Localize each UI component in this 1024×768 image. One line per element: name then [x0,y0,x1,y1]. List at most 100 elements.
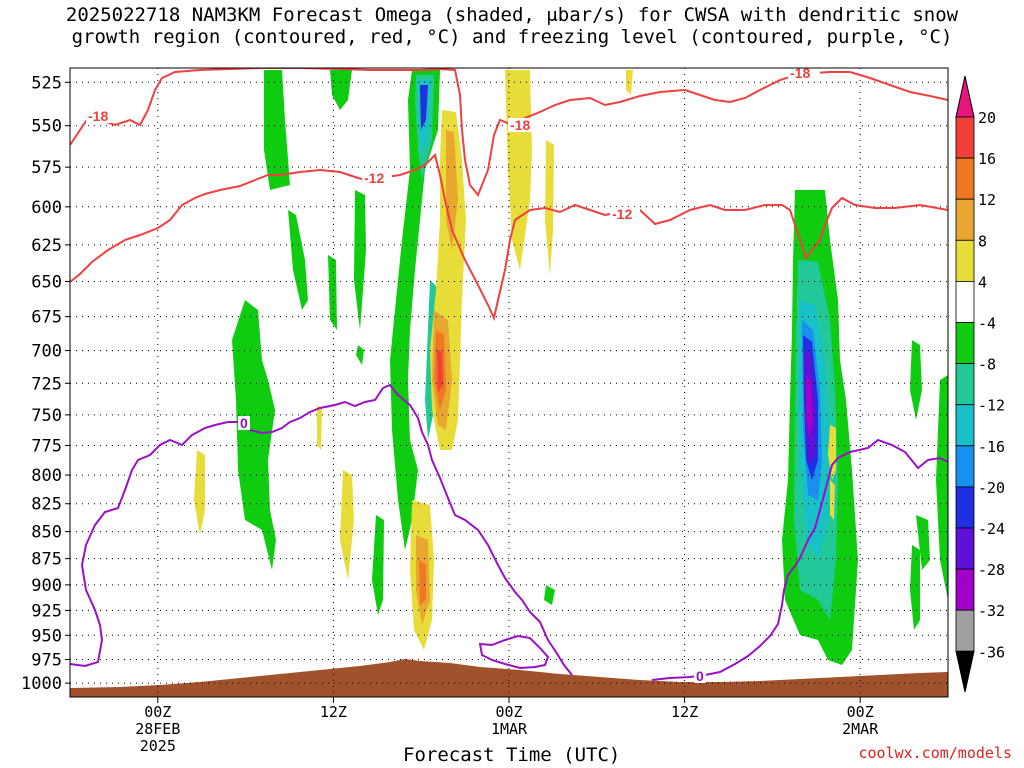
contour-label-purple: 0 [240,415,248,431]
y-tick-label: 825 [31,495,62,515]
contour-label-red: -18 [510,117,530,133]
omega-region-green [232,300,276,570]
x-axis-title: Forecast Time (UTC) [403,744,621,766]
omega-region-yellow [828,425,836,480]
colorbar-label: -4 [978,315,996,333]
colorbar-label: -12 [978,397,1005,415]
y-tick-label: 950 [31,626,62,646]
omega-region-green [372,515,384,615]
x-tick-label: 12Z [320,703,347,721]
omega-region-yellow [340,470,354,580]
omega-region-green [356,345,364,365]
contour-label-red: -18 [88,108,108,124]
colorbar-label: -20 [978,479,1005,497]
colorbar-label: 8 [978,232,987,250]
colorbar-label: -8 [978,356,996,374]
colorbar-segment [955,445,975,488]
y-tick-label: 600 [31,198,62,218]
y-axis: 525 550 575 600 625 650 675 700 725 750 775 800 825 8… [21,73,70,694]
y-tick-label: 750 [31,406,62,426]
colorbar-label: 20 [978,109,996,127]
y-tick-label: 625 [31,236,62,256]
omega-region-green [330,70,352,110]
y-tick-label: 800 [31,466,62,486]
contour-minus-12 [70,153,948,322]
y-tick-label: 575 [31,158,62,178]
watermark: coolwx.com/models [858,744,1012,762]
omega-region-yellow [626,70,633,95]
x-tick-label: 28FEB [135,720,180,738]
contour-label-purple: 0 [696,668,704,684]
omega-shading [194,70,948,665]
omega-region-green [390,70,440,550]
terrain-surface [70,659,948,697]
x-tick-label: 00Z [495,703,522,721]
omega-region-green [264,70,290,190]
colorbar-segment [955,239,975,282]
y-tick-label: 525 [31,73,62,93]
contour-labels: -18 -18 -18 -12 -12 0 0 [86,65,820,684]
omega-region-yellow [317,405,322,450]
omega-region-green [544,585,555,605]
colorbar-segment [955,568,975,611]
colorbar-segment [955,198,975,241]
omega-region-red [419,560,426,605]
omega-region-green [936,375,948,600]
omega-region-green [916,515,930,570]
x-tick-label: 00Z [847,703,874,721]
colorbar-bottom-arrow [955,650,975,693]
chart-title-line-1: 2025022718 NAM3KM Forecast Omega (shaded… [65,4,959,26]
omega-region-blue [420,85,428,130]
y-tick-label: 700 [31,342,62,362]
colorbar-label: 12 [978,191,996,209]
colorbar-label: -24 [978,520,1005,538]
contour-label-red: -12 [364,170,384,186]
colorbar-segment [955,486,975,529]
freezing-level-contour [478,634,550,670]
freezing-level-contour [70,383,573,676]
colorbar-label: 16 [978,150,996,168]
y-tick-label: 675 [31,308,62,328]
contour-label-red: -12 [612,206,632,222]
y-tick-label: 775 [31,436,62,456]
dendritic-growth-contours [70,68,948,322]
omega-region-green [910,545,920,630]
colorbar-segment [955,527,975,570]
y-tick-label: 875 [31,550,62,570]
omega-region-green [354,190,366,330]
colorbar: 20 16 12 8 4 -4 -8 -12 -16 -20 -24 -28 -32 -36 [955,75,1005,693]
contour-minus-18 [70,68,948,197]
x-tick-label: 2MAR [842,720,879,738]
y-tick-label: 900 [31,576,62,596]
y-tick-label: 925 [31,601,62,621]
y-tick-label: 650 [31,272,62,292]
colorbar-segment [955,609,975,652]
colorbar-segment [955,157,975,200]
omega-region-yellow [545,140,554,275]
omega-region-green [328,255,337,330]
omega-region-violet [806,375,813,440]
colorbar-label: -28 [978,561,1005,579]
colorbar-segment [955,404,975,447]
colorbar-segment [955,116,975,159]
colorbar-segment [955,280,975,323]
x-tick-label: 1MAR [491,720,528,738]
y-tick-label: 975 [31,651,62,671]
colorbar-label: 4 [978,273,987,291]
terrain-fill [70,659,948,697]
x-tick-label: 2025 [140,737,176,755]
x-tick-label: 00Z [144,703,171,721]
contour-label-red: -18 [790,65,810,81]
y-tick-label: 850 [31,523,62,543]
y-tick-label: 1000 [21,674,62,694]
colorbar-top-arrow [955,75,975,118]
omega-region-green [910,340,922,420]
colorbar-segment [955,322,975,364]
y-tick-label: 550 [31,117,62,137]
colorbar-segment [955,363,975,406]
colorbar-label: -36 [978,643,1005,661]
colorbar-label: -16 [978,438,1005,456]
x-tick-label: 12Z [671,703,698,721]
